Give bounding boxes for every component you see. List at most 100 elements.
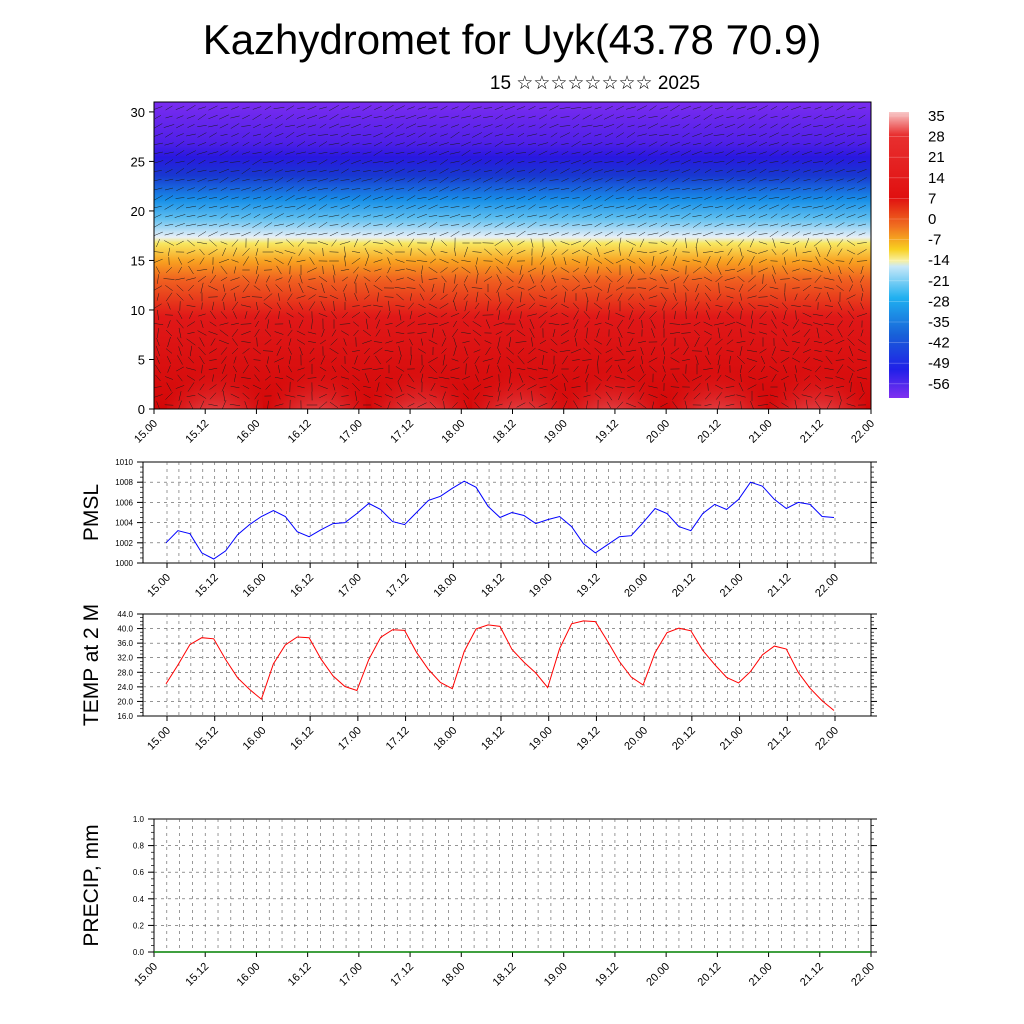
- wind-vector: [758, 141, 768, 147]
- wind-vector: [384, 115, 394, 119]
- wind-vector: [737, 123, 745, 129]
- wind-vector: [387, 311, 391, 319]
- wind-vector: [549, 231, 559, 237]
- x-tick-label-5: 17.12: [384, 572, 412, 600]
- wind-vector: [209, 239, 217, 247]
- wind-vector: [395, 268, 405, 272]
- wind-vector: [836, 239, 844, 247]
- wind-vector: [802, 124, 812, 128]
- wind-vector: [186, 395, 196, 397]
- wind-vector: [769, 303, 779, 309]
- wind-vector: [417, 204, 427, 210]
- wind-vector: [736, 169, 746, 173]
- wind-vector: [715, 170, 723, 172]
- wind-vector: [253, 347, 261, 355]
- wind-vector: [593, 186, 603, 192]
- wind-vector: [209, 348, 217, 354]
- wind-vector: [199, 257, 205, 265]
- wind-vector: [780, 357, 790, 363]
- wind-vector: [594, 196, 602, 200]
- wind-vector: [779, 188, 791, 190]
- wind-vector: [846, 240, 856, 246]
- wind-vector: [407, 232, 415, 236]
- wind-vector: [508, 310, 512, 320]
- wind-vector: [702, 206, 714, 208]
- wind-vector: [780, 223, 790, 227]
- wind-vector: [538, 295, 548, 299]
- wind-vector: [407, 151, 415, 155]
- wind-vector: [531, 337, 533, 347]
- wind-vector: [573, 366, 579, 372]
- wind-vector: [487, 300, 489, 312]
- wind-vector: [605, 322, 613, 326]
- wind-vector: [165, 285, 173, 291]
- wind-vector: [440, 159, 448, 165]
- wind-vector: [835, 359, 845, 361]
- x-tick-label-11: 20.12: [670, 572, 698, 600]
- x-tick-label-6: 18.00: [439, 961, 467, 989]
- wind-vector: [573, 400, 579, 409]
- wind-vector: [186, 104, 196, 112]
- wind-vector: [288, 319, 292, 329]
- wind-vector: [241, 222, 251, 228]
- wind-vector: [770, 123, 778, 129]
- wind-vector: [670, 169, 680, 173]
- wind-vector: [758, 376, 768, 380]
- wind-vector: [857, 177, 867, 183]
- wind-vector: [385, 222, 393, 228]
- wind-vector: [319, 106, 327, 110]
- wind-vector: [794, 374, 798, 382]
- wind-vector: [626, 158, 636, 166]
- wind-vector: [495, 248, 503, 256]
- wind-vector: [254, 366, 260, 372]
- wind-vector: [724, 268, 736, 272]
- wind-vector: [289, 355, 291, 365]
- wind-vector: [241, 213, 251, 219]
- wind-vector: [792, 346, 800, 356]
- wind-vector: [494, 141, 504, 147]
- wind-vector: [263, 124, 273, 128]
- wind-vector: [636, 251, 648, 253]
- wind-vector: [387, 401, 391, 409]
- wind-vector: [417, 186, 427, 192]
- wind-vector: [550, 132, 558, 138]
- wind-vector: [563, 256, 567, 266]
- wind-vector: [296, 374, 306, 382]
- wind-vector: [233, 311, 237, 319]
- wind-vector: [583, 394, 591, 398]
- wind-vector: [483, 177, 493, 183]
- wind-vector: [527, 384, 537, 390]
- wind-vector: [669, 223, 681, 227]
- wind-vector: [265, 310, 271, 320]
- wind-vector: [199, 248, 205, 256]
- wind-vector: [231, 196, 239, 200]
- wind-vector: [529, 274, 535, 284]
- wind-vector: [695, 311, 699, 319]
- wind-vector: [440, 267, 448, 273]
- wind-vector: [199, 355, 205, 365]
- wind-vector: [429, 394, 437, 398]
- wind-vector: [165, 376, 173, 380]
- wind-vector: [385, 376, 393, 380]
- wind-vector: [375, 329, 381, 337]
- wind-vector: [175, 178, 185, 182]
- wind-vector: [475, 364, 479, 374]
- wind-vector: [574, 337, 578, 347]
- wind-vector: [504, 114, 516, 120]
- wind-vector: [329, 169, 339, 173]
- wind-vector: [758, 105, 768, 111]
- wind-vector: [395, 340, 405, 344]
- wind-vector: [417, 392, 427, 400]
- wind-vector: [594, 222, 602, 228]
- wind-vector: [288, 347, 292, 355]
- wind-vector: [219, 150, 229, 156]
- wind-vector: [497, 310, 501, 320]
- wind-vector: [582, 132, 592, 138]
- wind-vector: [706, 347, 710, 355]
- wind-vector: [515, 152, 527, 154]
- wind-vector: [549, 375, 559, 381]
- wind-vector: [725, 196, 735, 200]
- wind-vector: [351, 116, 361, 118]
- wind-vector: [483, 276, 493, 282]
- wind-vector: [418, 132, 426, 138]
